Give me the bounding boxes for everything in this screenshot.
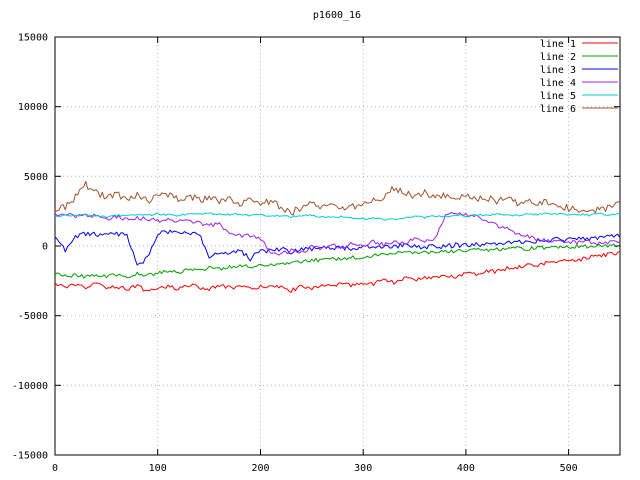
y-tick-label: -15000 <box>12 451 48 462</box>
legend-label-1: line 1 <box>540 39 576 50</box>
legend-label-5: line 5 <box>540 91 576 102</box>
x-tick-label: 500 <box>560 463 578 474</box>
series-line-2 <box>54 243 621 279</box>
y-tick-label: 0 <box>42 242 48 253</box>
x-tick-label: 0 <box>52 463 58 474</box>
legend-layer: line 1 line 2 line 3 line 4 line 5 line 6 <box>540 39 618 115</box>
chart-title: p1600_16 <box>313 10 361 21</box>
series-line-6 <box>54 180 621 216</box>
series-layer <box>54 180 621 293</box>
y-tick-label: 15000 <box>18 33 48 44</box>
y-tick-label: 10000 <box>18 102 48 113</box>
y-tick-label: -10000 <box>12 381 48 392</box>
x-tick-label: 300 <box>354 463 372 474</box>
x-tick-label: 400 <box>457 463 475 474</box>
axes-layer: -15000 -10000 -5000 0 5000 10000 15000 0 100 200 3… <box>12 33 621 474</box>
series-line-3 <box>54 229 621 266</box>
y-tick-label: 5000 <box>24 172 48 183</box>
legend-label-2: line 2 <box>540 52 576 63</box>
y-tick-label: -5000 <box>18 311 48 322</box>
grid-layer <box>55 37 620 455</box>
legend-label-4: line 4 <box>540 78 576 89</box>
series-line-4 <box>54 212 621 256</box>
x-tick-label: 100 <box>149 463 167 474</box>
x-tick-label: 200 <box>251 463 269 474</box>
legend-label-3: line 3 <box>540 65 576 76</box>
series-line-1 <box>54 251 621 293</box>
series-line-5 <box>54 212 621 221</box>
legend-label-6: line 6 <box>540 104 576 115</box>
